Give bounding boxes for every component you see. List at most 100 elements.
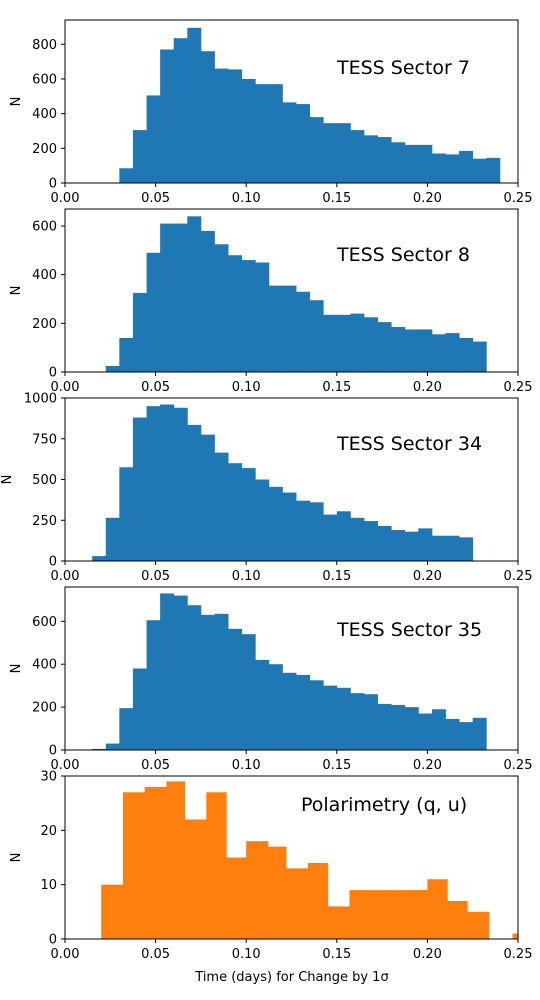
histogram-bar <box>296 291 311 372</box>
x-tick-label: 0.10 <box>232 758 261 773</box>
x-tick-label: 0.15 <box>322 191 351 206</box>
histogram-bar <box>187 27 202 183</box>
x-tick-label: 0.15 <box>322 758 351 773</box>
x-tick-label: 0.10 <box>232 191 261 206</box>
histogram-bar <box>350 517 365 561</box>
y-tick-label: 250 <box>32 514 57 529</box>
histogram-bar <box>160 49 175 183</box>
histogram-bar <box>323 514 338 561</box>
histogram-bar <box>336 511 351 561</box>
x-tick-label: 0.20 <box>413 191 442 206</box>
chart-panel-4: 0.00 0.05 0.10 0.15 0.20 0.25 0 200 400 600 N TESS … <box>9 586 533 773</box>
histogram-bar <box>472 158 487 183</box>
histogram-bar <box>336 314 351 372</box>
y-tick-label: 0 <box>49 933 57 948</box>
histogram-bar <box>92 556 107 561</box>
histogram-bar <box>160 404 175 561</box>
histogram-bar <box>282 102 297 183</box>
histogram-bar <box>144 786 167 939</box>
y-axis-label: N <box>9 853 24 863</box>
histogram-bar <box>92 748 107 750</box>
histogram-bar <box>323 314 338 372</box>
histogram-bar <box>282 672 297 750</box>
histogram-bar <box>459 722 474 750</box>
y-tick-label: 400 <box>32 268 57 283</box>
histogram-bar <box>206 792 227 939</box>
histogram-bar <box>431 535 446 561</box>
histogram-bar <box>214 68 229 183</box>
x-tick-label: 0.20 <box>413 947 442 962</box>
histogram-bar <box>418 329 433 372</box>
histogram-bar <box>228 255 243 372</box>
histogram-bar <box>391 142 406 183</box>
histogram-bar <box>349 890 428 939</box>
histogram-bar <box>119 708 134 750</box>
histogram-bar <box>336 687 351 750</box>
x-tick-label: 0.10 <box>232 569 261 584</box>
histogram-bar <box>255 262 270 372</box>
panel-title: TESS Sector 7 <box>336 57 470 79</box>
histogram-bar <box>309 117 324 183</box>
histogram-bar <box>119 337 134 372</box>
histogram-bar <box>187 216 202 372</box>
histogram-bar <box>146 95 161 183</box>
histogram-bar <box>363 135 378 183</box>
histogram-bar <box>184 819 207 939</box>
x-tick-label: 0.25 <box>504 569 533 584</box>
histogram-bar <box>350 130 365 183</box>
histogram-bar <box>459 150 474 183</box>
y-tick-label: 200 <box>32 701 57 716</box>
x-tick-label: 0.20 <box>413 758 442 773</box>
histogram-bar <box>228 628 243 750</box>
y-tick-label: 200 <box>32 142 57 157</box>
y-tick-label: 500 <box>32 473 57 488</box>
chart-panel-3: 0.00 0.05 0.10 0.15 0.20 0.25 0 250 500 750 1000 N T… <box>0 392 532 585</box>
x-tick-label: 0.00 <box>51 380 80 395</box>
histogram-bar <box>160 593 175 750</box>
y-tick-label: 1000 <box>24 392 57 407</box>
axes-frame <box>64 19 519 184</box>
panel-title: Polarimetry (q, u) <box>301 794 467 816</box>
x-tick-label: 0.05 <box>141 380 170 395</box>
histogram-bar <box>119 168 134 183</box>
x-tick-label: 0.00 <box>51 191 80 206</box>
histogram-bar <box>226 857 247 939</box>
histogram-bar <box>296 104 311 183</box>
histogram-bar <box>459 537 474 561</box>
axes-frame <box>64 586 519 751</box>
x-tick-label: 0.00 <box>51 569 80 584</box>
histogram-bar <box>255 659 270 750</box>
x-tick-label: 0.05 <box>141 947 170 962</box>
histogram-bar <box>241 78 256 183</box>
histogram-bar <box>512 933 519 939</box>
chart-panel-2: 0.00 0.05 0.10 0.15 0.20 0.25 0 200 400 600 N TESS … <box>9 208 532 395</box>
histogram-bar <box>187 605 202 750</box>
histogram-bar <box>459 337 474 372</box>
histogram-bar <box>391 530 406 561</box>
histogram-bar <box>173 407 188 561</box>
histogram-bar <box>268 84 283 183</box>
panel-title: TESS Sector 8 <box>336 244 470 266</box>
histogram-bar <box>286 868 309 939</box>
histogram-bar <box>309 502 324 561</box>
histogram-bar <box>445 154 460 183</box>
histogram-bar <box>418 144 433 183</box>
y-tick-label: 600 <box>32 220 57 235</box>
y-axis-label: N <box>9 664 24 674</box>
histogram-bar <box>296 674 311 750</box>
x-tick-label: 0.25 <box>504 758 533 773</box>
histogram-bar <box>486 157 501 183</box>
chart-panel-5: 0.00 0.05 0.10 0.15 0.20 0.25 0 10 20 30 N Polarime… <box>9 770 532 963</box>
histogram-bar <box>282 492 297 561</box>
histogram-bar <box>377 137 392 183</box>
histogram-bar <box>431 709 446 750</box>
histogram-bar <box>404 531 419 561</box>
histogram-bar <box>363 521 378 561</box>
histogram-bar <box>132 130 147 183</box>
x-tick-label: 0.05 <box>141 191 170 206</box>
histogram-bar <box>327 906 350 939</box>
histogram-bar <box>200 51 215 183</box>
histogram-bar <box>336 123 351 183</box>
histogram-bar <box>241 260 256 372</box>
